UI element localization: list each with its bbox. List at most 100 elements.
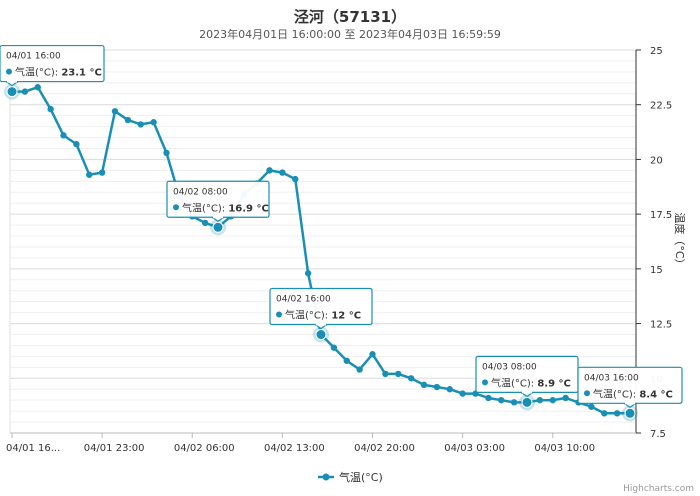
x-tick-label: 04/02 06:00 (174, 443, 235, 454)
x-axis: 04/01 16... 04/01 23:00 04/02 06:00 04/02 1… (6, 432, 636, 454)
y-tick-label: 12.5 (650, 320, 672, 331)
tooltip-value: 气温(°C): 8.4 °C (593, 387, 673, 400)
tooltip-value-number: 8.9 °C (537, 378, 571, 389)
credit-link[interactable]: Highcharts.com (623, 484, 694, 494)
tooltip-value-number: 23.1 °C (61, 68, 102, 79)
tooltip-series-dot (6, 68, 12, 75)
highlight-marker (624, 407, 636, 419)
tooltip-time: 04/02 08:00 (173, 187, 228, 197)
data-point (266, 167, 273, 174)
data-point (395, 370, 402, 378)
data-point (446, 386, 453, 393)
tooltip-series-label: 气温(°C): (285, 309, 331, 322)
data-point (304, 270, 312, 277)
tooltip-series-label: 气温(°C): (491, 376, 537, 389)
highlight-marker (212, 221, 224, 233)
data-point (111, 108, 119, 115)
tooltip-value-number: 12 °C (331, 311, 361, 322)
data-point (382, 370, 389, 378)
x-tick-label: 04/03 03:00 (444, 443, 505, 454)
tooltip-series-label: 气温(°C): (593, 387, 639, 400)
data-point (485, 394, 492, 402)
legend-label[interactable]: 气温(°C) (339, 470, 383, 484)
tooltip: 04/01 16:00 气温(°C): 23.1 °C (0, 44, 105, 87)
tooltip-value: 气温(°C): 23.1 °C (15, 66, 102, 79)
tooltip-value-number: 8.4 °C (639, 389, 673, 400)
data-point (279, 169, 286, 176)
x-tick-label: 04/01 16... (6, 443, 60, 454)
data-point (86, 171, 93, 178)
tooltip-pointer (623, 402, 637, 409)
data-point (420, 381, 428, 389)
tooltip-value: 气温(°C): 8.9 °C (491, 376, 571, 389)
tooltip: 04/03 08:00 气温(°C): 8.9 °C (475, 355, 579, 398)
y-tick-label: 15 (650, 265, 663, 276)
tooltip-series-dot (173, 204, 179, 211)
y-axis-title: 温度（°C） (673, 212, 687, 269)
data-point (613, 410, 621, 417)
data-point (330, 344, 338, 351)
data-point (60, 132, 67, 139)
data-point (369, 351, 376, 358)
data-point (510, 399, 518, 406)
tooltip-series-dot (276, 311, 282, 318)
tooltip-series-label: 气温(°C): (15, 66, 61, 79)
tooltip-series-label: 气温(°C): (182, 201, 228, 214)
data-point (150, 119, 157, 126)
highlight-marker (315, 329, 327, 341)
tooltip-time: 04/03 16:00 (584, 373, 639, 383)
x-tick-label: 04/01 23:00 (84, 443, 145, 454)
tooltip-time: 04/03 08:00 (482, 362, 537, 372)
tooltip-time: 04/01 16:00 (6, 52, 61, 62)
data-point (98, 169, 106, 176)
data-point (433, 383, 441, 391)
y-tick-label: 25 (650, 46, 663, 57)
y-tick-label: 22.5 (650, 101, 672, 112)
x-tick-label: 04/02 20:00 (354, 443, 415, 454)
data-point (562, 394, 569, 402)
data-point (536, 396, 544, 404)
tooltip: 04/03 16:00 气温(°C): 8.4 °C (577, 366, 683, 409)
chart-title: 泾河（57131） (293, 8, 407, 26)
tooltip-value: 气温(°C): 12 °C (285, 309, 361, 322)
x-tick-label: 04/02 13:00 (264, 443, 325, 454)
highlight-marker (521, 396, 533, 408)
tooltip-series-dot (584, 390, 590, 397)
highlight-marker (6, 86, 18, 98)
data-point (459, 390, 466, 397)
data-point (549, 396, 556, 404)
tooltip-box (0, 44, 105, 83)
data-point (588, 403, 595, 410)
data-point (407, 375, 415, 382)
legend-marker-icon (322, 473, 330, 481)
chart-subtitle: 2023年04月01日 16:00:00 至 2023年04月03日 16:59… (199, 28, 501, 41)
tooltip: 04/02 08:00 气温(°C): 16.9 °C (166, 180, 270, 222)
tooltip-pointer (5, 81, 19, 87)
tooltip-value-number: 16.9 °C (228, 203, 269, 214)
y-tick-label: 7.5 (650, 429, 666, 440)
data-point (601, 410, 608, 417)
data-point (21, 88, 29, 95)
data-point (73, 140, 80, 148)
y-tick-label: 17.5 (650, 210, 672, 221)
data-point (34, 84, 41, 91)
data-point (137, 121, 144, 128)
data-point (292, 175, 299, 183)
data-point (124, 116, 132, 124)
data-point (47, 105, 54, 113)
data-point (201, 219, 209, 227)
y-tick-label: 20 (650, 155, 663, 166)
tooltip-value: 气温(°C): 16.9 °C (182, 201, 269, 214)
tooltip-time: 04/02 16:00 (276, 295, 331, 305)
data-point (498, 396, 505, 404)
legend[interactable]: 气温(°C) (318, 470, 383, 484)
x-tick-label: 04/03 10:00 (534, 443, 595, 454)
data-point (343, 357, 350, 364)
data-point (356, 366, 363, 373)
data-point (163, 149, 170, 157)
tooltips: 04/01 16:00 气温(°C): 23.1 °C 04/02 08:00 气温(… (0, 44, 683, 422)
tooltip-series-dot (482, 379, 488, 386)
tooltip: 04/02 16:00 气温(°C): 12 °C (269, 287, 373, 330)
